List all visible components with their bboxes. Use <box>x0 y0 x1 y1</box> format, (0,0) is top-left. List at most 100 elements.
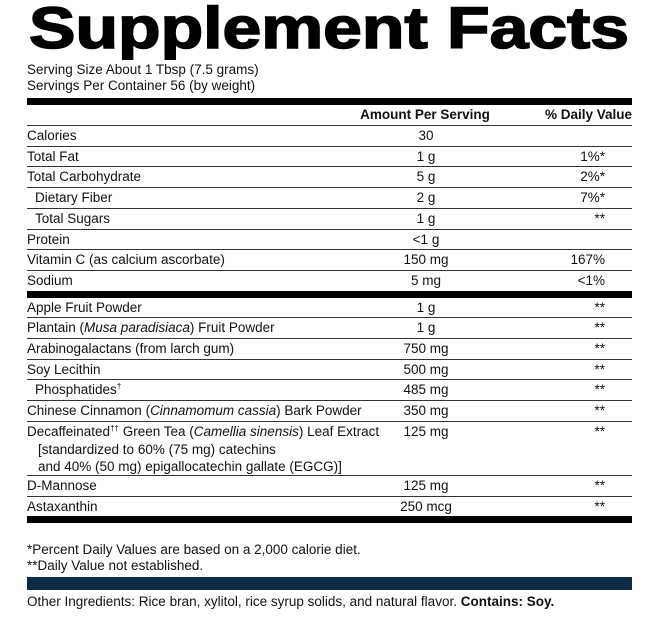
header-dv: % Daily Value <box>544 107 632 122</box>
daily-value: ** <box>594 341 605 357</box>
name-line: Dietary Fiber <box>35 190 112 205</box>
name-line: Plantain (Musa paradisiaca) Fruit Powder <box>27 320 275 335</box>
nutrient-name: Astaxanthin <box>27 497 632 517</box>
footnotes: *Percent Daily Values are based on a 2,0… <box>27 542 361 573</box>
nutrient-row: Chinese Cinnamon (Cinnamomum cassia) Bar… <box>27 401 632 422</box>
daily-value: 1%* <box>580 148 605 164</box>
title: Supplement Facts <box>29 0 629 60</box>
nutrient-row: Protein <1 g <box>27 230 632 251</box>
name-text: Chinese Cinnamon ( <box>27 403 151 419</box>
facts-table: Amount Per Serving % Daily Value Calories 3… <box>27 98 632 524</box>
serving-info: Serving Size About 1 Tbsp (7.5 grams) Se… <box>27 62 259 93</box>
nutrient-name: Soy Lecithin <box>27 360 632 380</box>
nutrient-row: Soy Lecithin 500 mg ** <box>27 360 632 381</box>
daily-value: ** <box>594 403 605 419</box>
name-text: ) Bark Powder <box>276 403 362 419</box>
name-line: Phosphatides† <box>35 382 121 397</box>
name-text: Vitamin C (as calcium ascorbate) <box>27 252 225 268</box>
daily-value: ** <box>594 423 605 439</box>
name-line: Soy Lecithin <box>27 362 101 377</box>
name-text: Sodium <box>27 272 73 288</box>
nutrient-row: Vitamin C (as calcium ascorbate) 150 mg 16… <box>27 250 632 271</box>
allergen-text: Contains: Soy. <box>460 594 555 609</box>
name-line: Apple Fruit Powder <box>27 300 142 315</box>
note-line: and 40% (50 mg) epigallocatechin gallate… <box>38 458 342 474</box>
daily-value: 2%* <box>580 169 605 185</box>
nutrient-row: Dietary Fiber 2 g 7%* <box>27 188 632 209</box>
daily-value: <1% <box>577 272 605 288</box>
amount: <1 g <box>412 231 440 247</box>
nutrient-row: Total Carbohydrate 5 g 2%* <box>27 167 632 189</box>
amount: 500 mg <box>403 361 449 377</box>
name-text: Calories <box>27 128 77 143</box>
footnote: **Daily Value not established. <box>27 557 204 573</box>
footnote: *Percent Daily Values are based on a 2,0… <box>27 542 361 557</box>
amount: 5 g <box>416 169 436 185</box>
amount: 2 g <box>416 190 436 206</box>
amount: 150 mg <box>403 252 449 268</box>
nutrient-name: Vitamin C (as calcium ascorbate) <box>27 250 632 270</box>
nutrient-name: D-Mannose <box>27 476 632 496</box>
name-line: Vitamin C (as calcium ascorbate) <box>27 252 225 267</box>
nutrient-row: Sodium 5 mg <1% <box>27 271 632 291</box>
name-text: Dietary Fiber <box>35 190 113 206</box>
name-line: Astaxanthin <box>27 499 98 514</box>
name-line: Chinese Cinnamon (Cinnamomum cassia) Bar… <box>27 403 362 418</box>
daily-value: 7%* <box>580 190 605 206</box>
name-line: Decaffeinated†† Green Tea (Camellia sine… <box>27 424 379 439</box>
name-text: D-Mannose <box>27 477 97 493</box>
nutrient-name: Arabinogalactans (from larch gum) <box>27 339 632 359</box>
title-box: Supplement Facts <box>28 0 630 60</box>
note-line: [standardized to 60% (75 mg) catechins <box>38 441 276 457</box>
nutrient-row: D-Mannose 125 mg ** <box>27 476 632 497</box>
name-text: Total Carbohydrate <box>27 169 142 185</box>
servings-per-container: Servings Per Container 56 (by weight) <box>27 77 256 93</box>
nutrient-name: Protein <box>27 230 632 250</box>
daily-value: 167% <box>570 252 605 268</box>
superscript: † <box>116 382 122 392</box>
daily-value: ** <box>594 210 605 226</box>
daily-value: ** <box>594 382 605 398</box>
nutrient-name: Dietary Fiber <box>27 188 632 208</box>
nutrient-name: Decaffeinated†† Green Tea (Camellia sine… <box>27 422 632 475</box>
nutrient-name: Calories <box>27 126 632 146</box>
name-line: Total Sugars <box>35 211 110 226</box>
name-line: Sodium <box>27 273 73 288</box>
name-text: Apple Fruit Powder <box>27 299 142 315</box>
amount: 125 mg <box>403 423 449 439</box>
nutrient-row: Apple Fruit Powder 1 g ** <box>27 298 632 319</box>
name-line: Arabinogalactans (from larch gum) <box>27 341 234 356</box>
ingredients-text: Other Ingredients: Rice bran, xylitol, r… <box>27 594 461 609</box>
name-text: Plantain ( <box>27 320 85 336</box>
latin-name: Musa paradisiaca <box>84 320 190 336</box>
other-ingredients: Other Ingredients: Rice bran, xylitol, r… <box>27 594 554 610</box>
name-line: D-Mannose <box>27 478 97 493</box>
nutrient-row: Total Sugars 1 g ** <box>27 209 632 230</box>
name-text: ) Leaf Extract <box>298 423 380 439</box>
daily-value: ** <box>594 498 605 514</box>
thick-rule <box>27 516 632 524</box>
daily-value: ** <box>594 299 605 315</box>
daily-value: ** <box>594 320 605 336</box>
amount: 350 mg <box>403 403 449 419</box>
amount: 250 mcg <box>400 498 452 514</box>
nutrient-row: Astaxanthin 250 mcg ** <box>27 497 632 517</box>
header-amount: Amount Per Serving <box>360 107 490 122</box>
thick-rule <box>27 290 632 298</box>
name-line: Protein <box>27 232 70 247</box>
latin-name: Cinnamomum cassia <box>150 403 277 419</box>
latin-name: Camellia sinensis <box>193 423 299 439</box>
nutrient-name: Apple Fruit Powder <box>27 298 632 318</box>
name-line: Calories <box>27 128 77 143</box>
name-text: Astaxanthin <box>27 498 98 514</box>
nutrient-name: Total Fat <box>27 147 632 167</box>
nutrient-name: Total Carbohydrate <box>27 167 632 187</box>
amount: 1 g <box>416 320 436 336</box>
nutrient-row: Decaffeinated†† Green Tea (Camellia sine… <box>27 422 632 476</box>
serving-size: Serving Size About 1 Tbsp (7.5 grams) <box>27 62 259 77</box>
name-text: Soy Lecithin <box>27 361 101 377</box>
amount: 1 g <box>416 299 436 315</box>
superscript: †† <box>110 423 119 433</box>
name-line: Total Fat <box>27 149 79 164</box>
